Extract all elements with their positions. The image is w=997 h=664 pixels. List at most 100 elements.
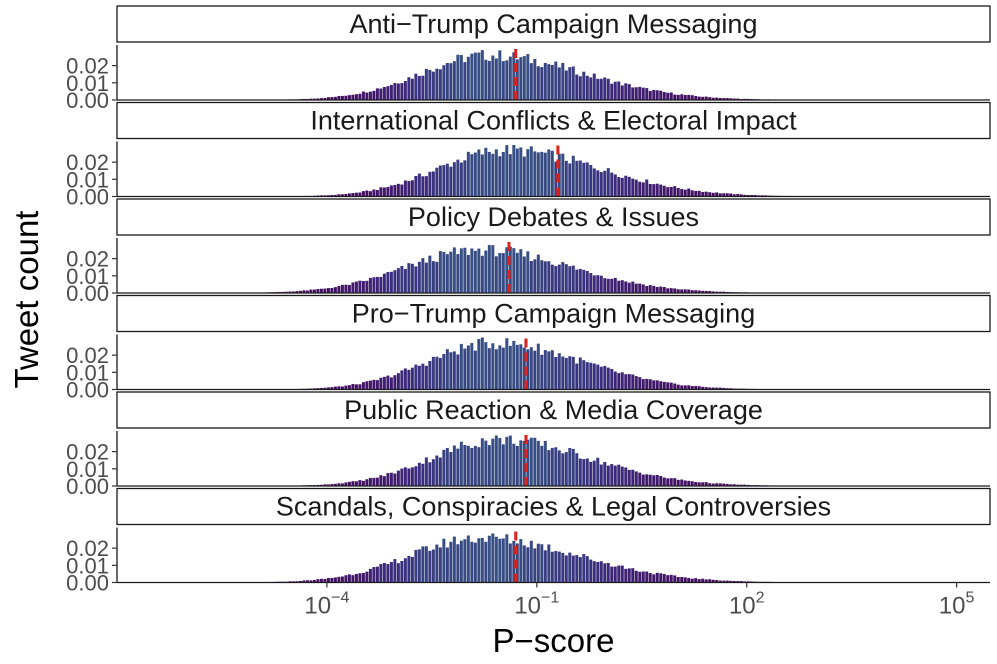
histogram-bar: [722, 580, 726, 583]
histogram-bar: [400, 370, 404, 390]
histogram-bar: [550, 447, 554, 486]
histogram-bar: [505, 436, 509, 486]
histogram-bar: [354, 384, 358, 390]
histogram-bar: [690, 386, 694, 390]
histogram-bar: [431, 356, 435, 390]
histogram-bar: [298, 290, 302, 293]
histogram-bar: [582, 162, 586, 197]
histogram-bar: [438, 251, 442, 293]
histogram-bar: [704, 191, 708, 197]
histogram-bar: [697, 579, 701, 583]
histogram-bar: [466, 254, 470, 293]
histogram-bar: [694, 96, 698, 100]
histogram-bar: [491, 153, 495, 197]
histogram-bar: [470, 154, 474, 197]
histogram-bar: [582, 269, 586, 293]
histogram-bar: [484, 342, 488, 390]
histogram-bar: [494, 435, 498, 486]
facet-panel: Policy Debates & Issues 0.000.010.02: [66, 198, 991, 306]
histogram-bar: [417, 173, 421, 197]
histogram-bar: [354, 192, 358, 197]
histogram-bar: [592, 460, 596, 486]
histogram-bar: [396, 268, 400, 293]
histogram-bar: [358, 192, 362, 197]
histogram-bar: [533, 151, 537, 197]
histogram-bar: [718, 483, 722, 486]
histogram-bar: [515, 344, 519, 390]
histogram-bar: [638, 283, 642, 293]
histogram-bar: [417, 365, 421, 390]
histogram-bar: [624, 568, 628, 583]
histogram-bar: [379, 377, 383, 390]
histogram-bar: [330, 194, 334, 197]
y-tick-label: 0.00: [66, 185, 109, 210]
histogram-bar: [333, 96, 337, 100]
histogram-bar: [445, 448, 449, 486]
histogram-bar: [347, 574, 351, 583]
histogram-bar: [358, 384, 362, 390]
histogram-bar: [648, 183, 652, 197]
histogram-bar: [414, 266, 418, 293]
histogram-bar: [393, 375, 397, 390]
histogram-bar: [379, 276, 383, 293]
histogram-bar: [596, 561, 600, 583]
histogram-bar: [645, 179, 649, 197]
histogram-bar: [550, 64, 554, 100]
histogram-bar: [641, 87, 645, 100]
histogram-bar: [421, 176, 425, 197]
histogram-bar: [568, 163, 572, 197]
histogram-bar: [361, 281, 365, 293]
histogram-bar: [526, 251, 530, 293]
histogram-bar: [316, 388, 320, 390]
histogram-bar: [543, 550, 547, 583]
histogram-bar: [701, 191, 705, 197]
histogram-bar: [550, 350, 554, 390]
histogram-bar: [368, 380, 372, 390]
histogram-bar: [400, 266, 404, 293]
histogram-bar: [694, 290, 698, 293]
x-tick-label: 105: [939, 590, 975, 620]
histogram-bar: [736, 98, 740, 100]
histogram-bar: [340, 386, 344, 390]
histogram-bar: [683, 189, 687, 197]
histogram-bar: [736, 193, 740, 197]
histogram-bar: [428, 69, 432, 100]
histogram-bar: [396, 373, 400, 390]
histogram-bar: [442, 449, 446, 486]
histogram-bar: [561, 356, 565, 390]
histogram-bar: [501, 253, 505, 293]
histogram-bar: [701, 578, 705, 583]
histogram-bar: [330, 97, 334, 100]
histogram-bar: [638, 86, 642, 100]
histogram-bar: [585, 162, 589, 197]
histogram-bar: [561, 453, 565, 486]
histogram-bar: [554, 266, 558, 293]
histogram-bar: [641, 182, 645, 197]
histogram-bar: [683, 94, 687, 100]
histogram-bar: [603, 461, 607, 486]
facet-strip-label: Anti−Trump Campaign Messaging: [350, 9, 758, 39]
histogram-bar: [487, 445, 491, 486]
histogram-bar: [515, 543, 519, 583]
histogram-bar: [638, 472, 642, 486]
histogram-bar: [487, 245, 491, 293]
histogram-bar: [470, 342, 474, 390]
y-tick-label: 0.01: [66, 553, 109, 578]
histogram-bar: [606, 562, 610, 583]
histogram-bar: [673, 383, 677, 390]
histogram-bar: [645, 474, 649, 486]
histogram-bar: [634, 471, 638, 486]
y-tick-label: 0.01: [66, 360, 109, 385]
histogram-bar: [578, 76, 582, 100]
histogram-bar: [669, 92, 673, 100]
histogram-bar: [708, 192, 712, 197]
histogram-bar: [396, 83, 400, 100]
histogram-bar: [739, 484, 743, 486]
histogram-bar: [575, 363, 579, 390]
histogram-bar: [568, 356, 572, 390]
histogram-bar: [295, 291, 299, 293]
histogram-bar: [655, 90, 659, 100]
histogram-bar: [568, 552, 572, 583]
histogram-bar: [505, 247, 509, 293]
histogram-bar: [333, 386, 337, 390]
